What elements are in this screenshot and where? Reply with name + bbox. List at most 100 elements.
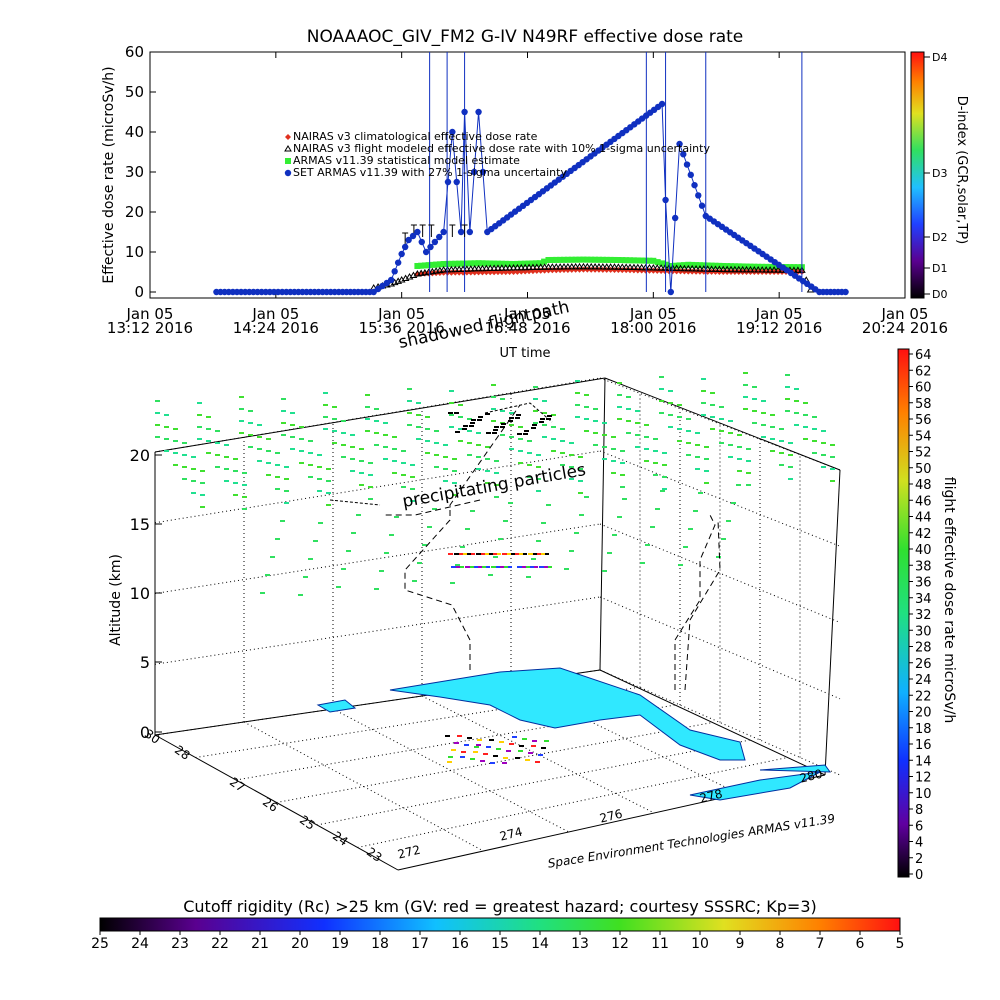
dose-marker: [467, 418, 472, 420]
colorbar-tick-label: 24: [915, 673, 932, 688]
high-altitude-marker: [478, 416, 483, 418]
dose-marker: [546, 504, 551, 506]
rigidity-tick-label: 15: [491, 936, 509, 952]
dose-marker: [493, 556, 498, 558]
dose-marker: [602, 458, 607, 460]
dose-marker: [233, 494, 238, 496]
rigidity-tick-label: 17: [411, 936, 429, 952]
data-point: [470, 168, 478, 176]
dose-marker: [266, 438, 271, 440]
dose-marker: [407, 400, 412, 402]
dose-marker: [443, 480, 448, 482]
dose-marker: [200, 494, 205, 496]
data-point: [599, 256, 606, 263]
dose-marker: [653, 450, 658, 452]
ground-marker: [493, 755, 498, 757]
ground-marker: [467, 737, 472, 739]
ground-marker: [486, 746, 491, 748]
dose-marker: [374, 408, 379, 410]
dose-marker: [788, 454, 793, 456]
data-point: [521, 263, 530, 271]
dose-marker: [275, 452, 280, 454]
dose-marker: [821, 442, 826, 444]
data-point: [583, 262, 592, 270]
ground-marker: [473, 751, 478, 753]
data-point: [532, 263, 541, 270]
dose-marker: [653, 462, 658, 464]
data-point: [650, 257, 657, 264]
data-point: [401, 243, 409, 251]
dose-marker: [443, 468, 448, 470]
dose-marker: [290, 412, 295, 414]
dose-rate-colorbar-ticks: 6462605856545250484644424038363432302826…: [909, 348, 932, 883]
dose-marker: [260, 592, 265, 594]
dose-marker: [737, 458, 742, 460]
dose-marker: [821, 454, 826, 456]
dose-marker: [449, 414, 454, 416]
data-point: [618, 263, 627, 270]
dose-marker: [401, 486, 406, 488]
data-point: [592, 256, 599, 263]
dose-marker: [410, 464, 415, 466]
colorbar-tick-label: 28: [915, 641, 932, 656]
dose-marker: [569, 466, 574, 468]
data-point: [556, 263, 565, 270]
data-point: [448, 260, 455, 267]
rigidity-tick-label: 14: [531, 936, 549, 952]
data-point: [553, 256, 560, 263]
data-point: [561, 256, 568, 263]
storm-marker: [539, 566, 544, 568]
colorbar-tick-label: 56: [915, 413, 932, 428]
dose-marker: [284, 502, 289, 504]
colorbar-tick-label: 42: [915, 527, 932, 542]
data-point: [474, 264, 483, 272]
dose-marker: [701, 390, 706, 392]
dose-marker: [551, 414, 556, 416]
data-point: [746, 265, 755, 273]
d-index-colorbar: [910, 51, 925, 299]
dose-marker: [644, 460, 649, 462]
data-point: [436, 233, 443, 241]
data-point: [487, 260, 494, 267]
dose-marker: [746, 484, 751, 486]
data-point: [607, 256, 614, 263]
dose-marker: [704, 458, 709, 460]
dose-marker: [821, 466, 826, 468]
dose-marker: [299, 438, 304, 440]
dose-marker: [374, 420, 379, 422]
legend-label: NAIRAS v3 climatological effective dose …: [293, 130, 538, 143]
data-point: [580, 256, 587, 263]
dose-marker: [313, 540, 318, 542]
dose-marker: [593, 408, 598, 410]
dose-marker: [452, 458, 457, 460]
x-tick-label-line2: 16:48 2016: [484, 319, 570, 337]
data-point: [463, 260, 470, 267]
data-point: [658, 100, 666, 108]
dose-marker: [242, 508, 247, 510]
rigidity-tick-label: 11: [651, 936, 669, 952]
dose-marker: [308, 464, 313, 466]
d-index-tick-label: D4: [932, 51, 947, 64]
cutoff-rigidity-ticks: 25 24 23 22 21 20 19 18 17 16 15 14 13 12 11 10 9 8 7 6 5: [91, 931, 904, 952]
data-point: [591, 262, 599, 270]
dose-marker: [659, 388, 664, 390]
legend-label: ARMAS v11.39 statistical model estimate: [293, 154, 520, 167]
storm-marker: [481, 566, 486, 568]
ground-marker: [509, 743, 514, 745]
dose-marker: [197, 438, 202, 440]
d-index-ticks: D4 D3 D2 D1 D0: [924, 51, 947, 301]
data-point: [654, 259, 661, 266]
dose-marker: [407, 388, 412, 390]
data-point: [440, 228, 447, 236]
data-point: [398, 250, 405, 258]
data-point: [687, 171, 694, 179]
longitude-tick-label: 274: [498, 825, 524, 844]
data-point: [645, 263, 654, 271]
storm-marker: [470, 553, 475, 555]
dose-marker: [308, 452, 313, 454]
high-altitude-marker: [515, 417, 520, 419]
dose-marker: [812, 452, 817, 454]
data-point: [758, 266, 767, 273]
dose-marker: [785, 410, 790, 412]
ground-marker: [477, 739, 482, 741]
